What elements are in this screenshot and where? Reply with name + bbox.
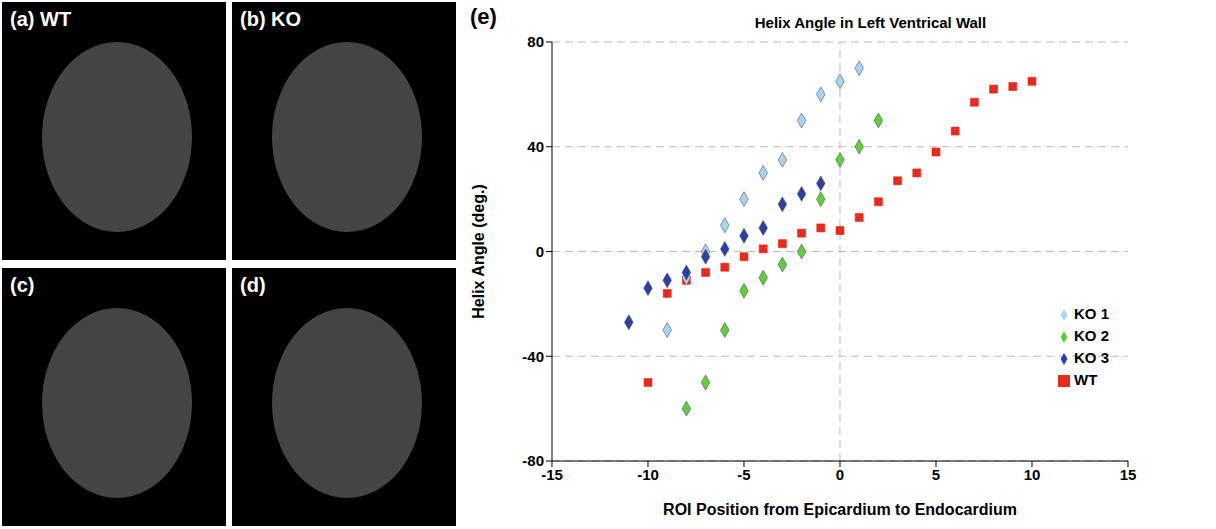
svg-text:ROI Position from Epicardium t: ROI Position from Epicardium to Endocard… [663,501,1017,518]
svg-text:-5: -5 [737,466,750,483]
svg-text:0: 0 [536,243,544,260]
html-text:Helix Angle in Left Ventrical: Helix Angle in Left Ventrical Wall [754,14,987,31]
html-text:(e): (e) [470,4,497,29]
html-text:(b) KO: (b) KO [240,8,302,30]
svg-text:15: 15 [1120,466,1137,483]
html-text:(c): (c) [10,274,35,296]
html-text:(a) WT: (a) WT [10,8,72,30]
html-text:KO 2: KO 2 [1074,327,1109,344]
svg-text:-40: -40 [522,348,544,365]
html-text:WT: WT [1074,371,1098,388]
html-text:KO 3: KO 3 [1074,349,1109,366]
html-text:(d): (d) [240,274,266,296]
svg-text:-15: -15 [541,466,563,483]
svg-text:0: 0 [836,466,844,483]
svg-text:-80: -80 [522,452,544,469]
svg-text:80: 80 [527,33,544,50]
svg-text:40: 40 [527,138,544,155]
html-text:KO 1: KO 1 [1074,305,1109,322]
svg-text:Helix Angle (deg.): Helix Angle (deg.) [470,184,487,319]
svg-text:10: 10 [1024,466,1041,483]
svg-text:5: 5 [932,466,940,483]
svg-text:-10: -10 [637,466,659,483]
